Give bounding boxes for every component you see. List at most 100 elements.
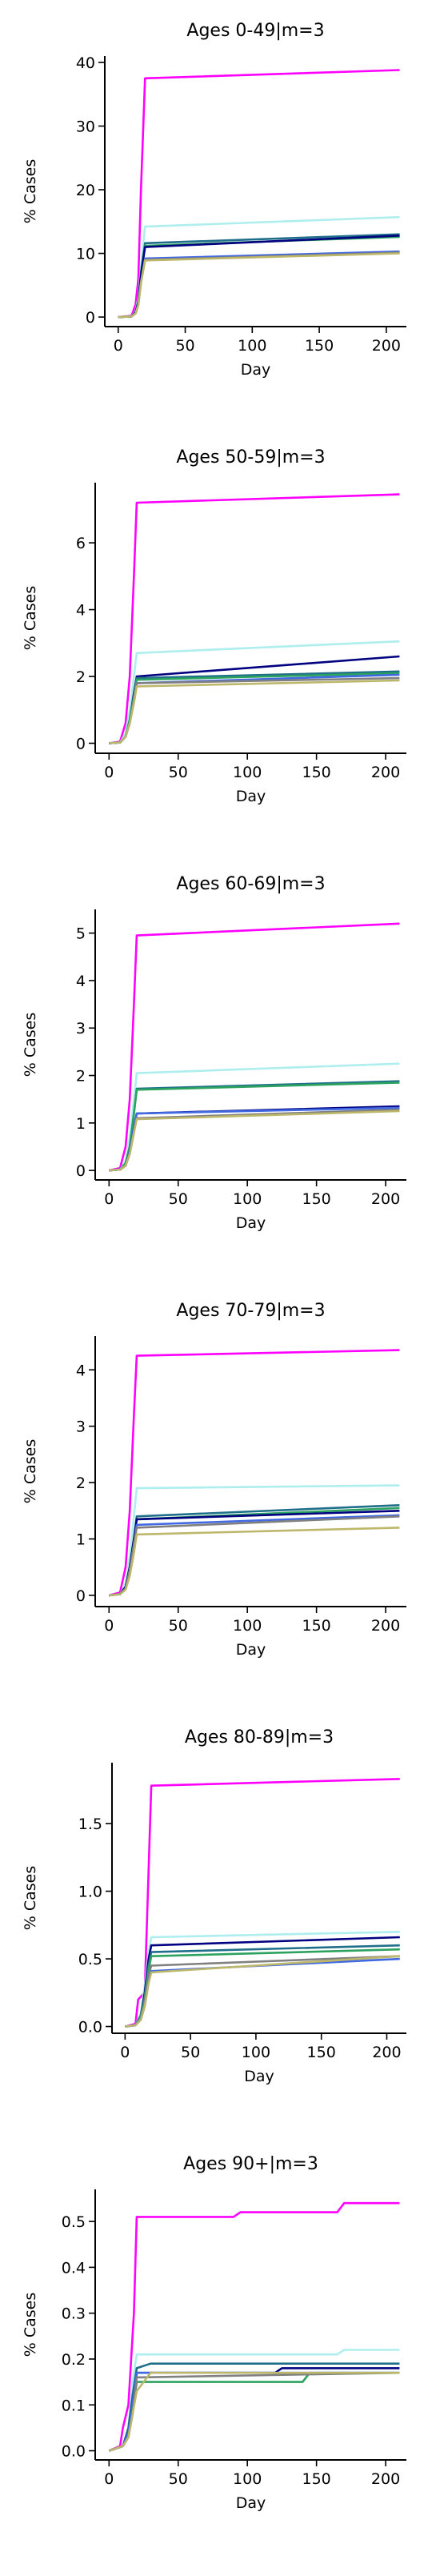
series-line-1 [125, 1778, 400, 2028]
series-line-4 [108, 2367, 400, 2452]
series-line-7 [118, 251, 400, 319]
y-tick-label: 2 [76, 668, 86, 686]
y-axis-label: % Cases [22, 1013, 39, 1077]
x-tick-label: 50 [175, 337, 194, 355]
x-tick-label: 0 [104, 1190, 114, 1208]
x-tick-label: 50 [169, 764, 188, 781]
x-tick-label: 200 [372, 337, 401, 355]
x-tick-label: 150 [302, 1190, 330, 1208]
x-tick-label: 200 [371, 764, 400, 781]
series-group [125, 1778, 400, 2028]
series-line-6 [108, 2371, 400, 2452]
series-line-3 [109, 655, 400, 744]
series-line-2 [109, 640, 400, 744]
x-tick-label: 150 [305, 337, 334, 355]
series-line-8 [109, 679, 400, 744]
series-line-8 [118, 252, 400, 319]
chart-title: Ages 70-79|m=3 [176, 1301, 325, 1321]
series-line-2 [118, 215, 400, 319]
y-tick-label: 1 [76, 1531, 86, 1549]
chart-panel-3: Ages 60-69|m=3 0 50 100 150 200 0 1 2 3 4 5 Day % Cas… [22, 874, 406, 1232]
y-tick-label: 0.0 [62, 2443, 86, 2461]
x-tick-label: 200 [371, 2470, 400, 2488]
x-tick-label: 150 [307, 2044, 336, 2061]
y-tick-label: 4 [76, 602, 86, 620]
chart-panel-6: Ages 90+|m=3 0 50 100 150 200 0.0 0.1 0.2 0.3 0.4 0… [22, 2154, 406, 2512]
series-line-7 [109, 676, 400, 744]
y-axis-label: % Cases [22, 2293, 39, 2357]
y-tick-label: 0.5 [78, 1951, 102, 1968]
y-tick-label: 0.4 [62, 2259, 86, 2277]
x-tick-label: 0 [104, 764, 114, 781]
x-axis-label: Day [241, 361, 271, 379]
x-axis-label: Day [236, 1214, 266, 1232]
chart-panel-5: Ages 80-89|m=3 0 50 100 150 200 0.0 0.5 1.0 1.5 Da… [22, 1727, 406, 2085]
series-line-8 [108, 2371, 400, 2452]
y-tick-label: 6 [76, 535, 86, 552]
x-tick-label: 50 [169, 1617, 188, 1635]
y-tick-label: 0.0 [78, 2019, 102, 2036]
x-tick-label: 0 [104, 2470, 114, 2488]
chart-title: Ages 50-59|m=3 [176, 447, 325, 467]
series-line-5 [108, 2371, 400, 2452]
x-axis-label: Day [236, 2494, 266, 2512]
y-tick-label: 4 [76, 1362, 86, 1379]
y-tick-label: 2 [76, 1475, 86, 1492]
series-line-1 [118, 69, 400, 319]
x-tick-label: 100 [238, 337, 266, 355]
x-tick-label: 100 [233, 2470, 262, 2488]
series-line-4 [109, 1081, 400, 1172]
x-tick-label: 100 [233, 764, 262, 781]
y-tick-label: 0 [86, 309, 95, 327]
chart-title: Ages 80-89|m=3 [185, 1727, 334, 1747]
x-tick-label: 200 [371, 1617, 400, 1635]
x-tick-label: 150 [302, 2470, 330, 2488]
x-tick-label: 100 [233, 1190, 262, 1208]
y-tick-label: 1.5 [78, 1816, 102, 1833]
y-tick-label: 2 [76, 1068, 86, 1085]
series-line-6 [109, 673, 400, 744]
series-line-6 [118, 250, 400, 319]
series-group [108, 1349, 400, 1597]
series-line-7 [108, 2371, 400, 2452]
series-line-5 [118, 235, 400, 319]
x-axis-label: Day [236, 1641, 266, 1659]
y-tick-label: 30 [76, 118, 95, 135]
series-line-7 [125, 1957, 400, 2028]
chart-title: Ages 60-69|m=3 [176, 874, 325, 894]
y-tick-label: 0.3 [62, 2305, 86, 2323]
y-tick-label: 3 [76, 1418, 86, 1436]
series-line-1 [109, 493, 400, 744]
y-axis-label: % Cases [22, 1439, 39, 1504]
y-tick-label: 0 [76, 1162, 86, 1180]
series-line-1 [108, 1349, 400, 1597]
chart-panel-1: Ages 0-49|m=3 0 50 100 150 200 0 10 20 30 40 Day % C… [22, 21, 406, 379]
x-tick-label: 200 [372, 2044, 401, 2061]
x-tick-label: 100 [242, 2044, 270, 2061]
y-tick-label: 0.1 [62, 2397, 86, 2414]
series-line-2 [108, 2349, 400, 2452]
y-tick-label: 0 [76, 735, 86, 752]
y-tick-label: 0 [76, 1587, 86, 1605]
x-tick-label: 0 [104, 1617, 114, 1635]
y-tick-label: 0.2 [62, 2351, 86, 2369]
y-tick-label: 10 [76, 246, 95, 263]
y-tick-label: 5 [76, 925, 86, 943]
x-tick-label: 200 [371, 1190, 400, 1208]
series-line-2 [109, 1484, 400, 1597]
chart-title: Ages 0-49|m=3 [186, 21, 324, 41]
chart-panel-4: Ages 70-79|m=3 0 50 100 150 200 0 1 2 3 4 Day % Case… [22, 1301, 406, 1659]
x-tick-label: 50 [169, 2470, 188, 2488]
x-tick-label: 150 [302, 764, 330, 781]
x-axis-label: Day [236, 788, 266, 805]
chart-title: Ages 90+|m=3 [183, 2154, 318, 2174]
x-tick-label: 50 [169, 1190, 188, 1208]
series-line-1 [109, 922, 400, 1172]
x-tick-label: 100 [233, 1617, 262, 1635]
series-line-6 [125, 1955, 400, 2028]
series-group [118, 69, 400, 319]
series-group [108, 2201, 400, 2452]
series-group [109, 922, 400, 1172]
y-axis-label: % Cases [22, 586, 39, 651]
